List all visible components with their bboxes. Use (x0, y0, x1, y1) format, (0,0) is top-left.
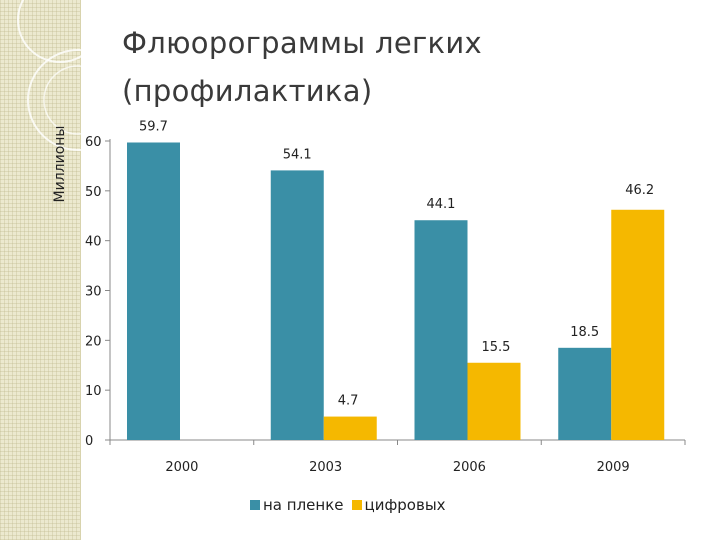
slide-subtitle: (профилактика) (122, 74, 373, 108)
legend-item-series2: цифровых (351, 496, 446, 514)
bar-цифровых-2009 (611, 209, 665, 440)
data-label: 18.5 (570, 325, 599, 340)
data-label: 15.5 (482, 340, 511, 355)
legend-swatch-series1 (250, 500, 260, 510)
ornament-circles (17, 0, 82, 151)
y-tick-label: 0 (85, 434, 93, 449)
data-label: 59.7 (139, 119, 168, 134)
x-tick-label: 2000 (165, 460, 198, 475)
bar-на пленке-2000 (127, 142, 180, 440)
decorative-side-strip (0, 0, 80, 540)
x-tick-label: 2006 (453, 460, 486, 475)
data-label: 46.2 (625, 183, 654, 198)
y-tick-label: 10 (85, 384, 102, 399)
y-tick-label: 60 (85, 135, 102, 150)
x-tick-label: 2009 (597, 460, 630, 475)
legend-label-series1: на пленке (263, 496, 344, 514)
x-tick-label: 2003 (309, 460, 342, 475)
bar-на пленке-2009 (558, 347, 612, 440)
bar-цифровых-2003 (323, 416, 377, 440)
bar-на пленке-2006 (414, 220, 468, 440)
data-label: 4.7 (338, 394, 359, 409)
y-tick-label: 50 (85, 185, 102, 200)
slide-title: Флюорограммы легких (122, 26, 482, 60)
legend-swatch-series2 (351, 500, 362, 510)
y-tick-label: 20 (85, 334, 102, 349)
chart-legend: на пленке цифровых (250, 496, 454, 514)
legend-label-series2: цифровых (364, 496, 446, 514)
y-tick-label: 30 (85, 285, 102, 300)
data-label: 54.1 (283, 147, 312, 162)
bar-цифровых-2006 (467, 362, 521, 440)
data-label: 44.1 (427, 197, 456, 212)
bar-на пленке-2003 (270, 170, 324, 440)
legend-item-series1: на пленке (250, 496, 344, 514)
side-strip-divider (80, 0, 81, 540)
y-tick-label: 40 (85, 235, 102, 250)
